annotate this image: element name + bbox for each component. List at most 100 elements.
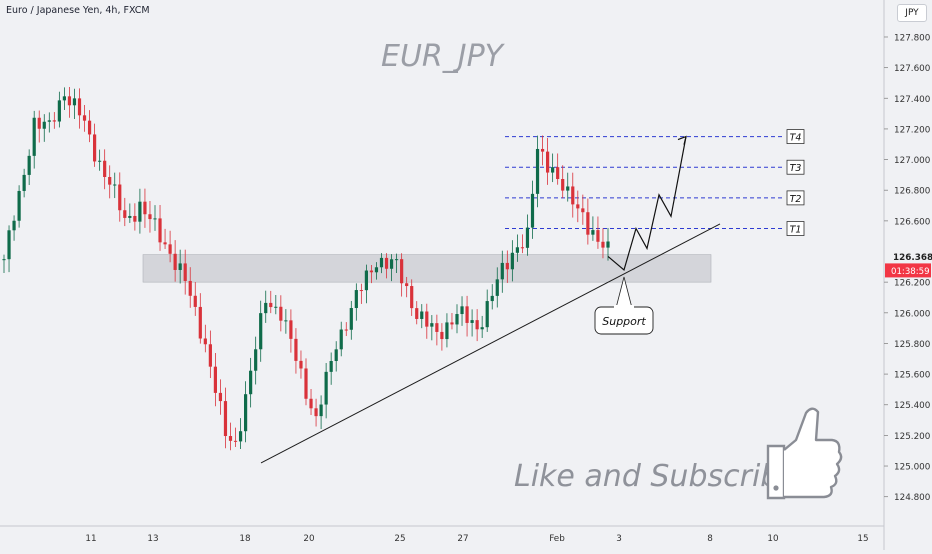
candle-body[interactable] — [480, 327, 484, 330]
candle-body[interactable] — [223, 401, 228, 437]
candle-body[interactable] — [410, 286, 414, 309]
candle-body[interactable] — [540, 148, 545, 152]
candle-body[interactable] — [490, 295, 494, 302]
candle-body[interactable] — [118, 184, 122, 211]
candle-body[interactable] — [249, 370, 253, 395]
candle-body[interactable] — [450, 322, 454, 325]
candle-body[interactable] — [87, 120, 92, 135]
candle-body[interactable] — [344, 329, 348, 331]
candle-body[interactable] — [82, 115, 87, 121]
candle-body[interactable] — [158, 218, 162, 243]
candle-body[interactable] — [470, 320, 474, 323]
candle-body[interactable] — [500, 262, 504, 280]
candle-body[interactable] — [510, 252, 514, 270]
candle-body[interactable] — [93, 134, 97, 162]
candle-body[interactable] — [389, 259, 394, 269]
trendline[interactable] — [260, 223, 721, 464]
candle-body[interactable] — [576, 204, 580, 209]
candle-body[interactable] — [153, 218, 157, 220]
candle-body[interactable] — [128, 215, 132, 218]
candle-body[interactable] — [62, 96, 66, 101]
candle-body[interactable] — [22, 174, 26, 191]
candle-body[interactable] — [2, 259, 6, 261]
candle-body[interactable] — [420, 311, 424, 319]
candle-body[interactable] — [67, 96, 72, 106]
candle-body[interactable] — [581, 208, 585, 213]
candle-body[interactable] — [400, 259, 404, 284]
candle-body[interactable] — [269, 302, 273, 308]
candle-body[interactable] — [218, 392, 223, 402]
candle-body[interactable] — [228, 436, 233, 441]
candle-body[interactable] — [395, 259, 399, 261]
candle-body[interactable] — [319, 404, 323, 417]
candle-body[interactable] — [566, 186, 570, 191]
candle-body[interactable] — [530, 193, 535, 228]
candle-body[interactable] — [505, 262, 509, 270]
candle-body[interactable] — [208, 344, 212, 367]
candle-body[interactable] — [188, 280, 192, 296]
candle-body[interactable] — [42, 121, 46, 129]
candle-body[interactable] — [430, 323, 434, 327]
candle-body[interactable] — [525, 227, 530, 248]
candle-body[interactable] — [314, 408, 318, 417]
time-axis[interactable] — [0, 526, 884, 550]
candle-body[interactable] — [556, 167, 560, 180]
target-box-t2[interactable] — [786, 190, 805, 206]
candle-body[interactable] — [586, 212, 590, 235]
candle-body[interactable] — [27, 155, 31, 175]
candle-body[interactable] — [475, 320, 479, 330]
candle-body[interactable] — [52, 120, 56, 122]
candle-body[interactable] — [274, 306, 278, 308]
candle-body[interactable] — [546, 151, 550, 173]
candle-body[interactable] — [571, 186, 575, 205]
candle-body[interactable] — [405, 283, 409, 287]
candle-body[interactable] — [7, 230, 11, 260]
candle-body[interactable] — [359, 290, 363, 292]
candle-body[interactable] — [98, 160, 102, 162]
candle-body[interactable] — [193, 295, 197, 307]
candle-body[interactable] — [324, 371, 328, 405]
candle-body[interactable] — [17, 190, 21, 221]
candle-body[interactable] — [349, 308, 353, 330]
candle-body[interactable] — [233, 440, 238, 442]
candle-body[interactable] — [37, 117, 41, 129]
candle-body[interactable] — [108, 176, 112, 185]
candle-body[interactable] — [384, 257, 389, 269]
candle-body[interactable] — [551, 167, 555, 173]
candle-body[interactable] — [520, 247, 525, 249]
candle-body[interactable] — [279, 306, 283, 321]
candle-body[interactable] — [601, 241, 605, 248]
candle-body[interactable] — [32, 117, 36, 156]
candle-body[interactable] — [47, 120, 51, 122]
candle-body[interactable] — [334, 349, 338, 362]
candle-body[interactable] — [138, 201, 142, 222]
candle-body[interactable] — [445, 322, 449, 340]
candle-body[interactable] — [173, 253, 177, 270]
target-box-t3[interactable] — [786, 159, 805, 175]
candle-body[interactable] — [163, 242, 167, 245]
candle-body[interactable] — [264, 302, 268, 314]
candle-body[interactable] — [198, 306, 202, 339]
candle-body[interactable] — [72, 98, 77, 106]
candle-body[interactable] — [435, 323, 439, 332]
candle-body[interactable] — [374, 267, 379, 273]
target-box-t1[interactable] — [786, 221, 805, 236]
candle-body[interactable] — [77, 98, 82, 116]
candle-body[interactable] — [485, 301, 489, 328]
candle-body[interactable] — [213, 366, 217, 393]
candle-body[interactable] — [143, 201, 147, 215]
candle-body[interactable] — [259, 313, 263, 350]
candle-body[interactable] — [369, 270, 374, 273]
target-box-t4[interactable] — [786, 129, 805, 144]
candle-body[interactable] — [238, 431, 243, 442]
candle-body[interactable] — [123, 210, 127, 218]
candle-body[interactable] — [203, 338, 207, 345]
candle-body[interactable] — [12, 220, 16, 231]
candle-body[interactable] — [168, 244, 172, 254]
candle-body[interactable] — [591, 230, 595, 235]
candle-body[interactable] — [455, 314, 459, 325]
candle-body[interactable] — [379, 257, 384, 268]
candle-body[interactable] — [299, 360, 303, 369]
